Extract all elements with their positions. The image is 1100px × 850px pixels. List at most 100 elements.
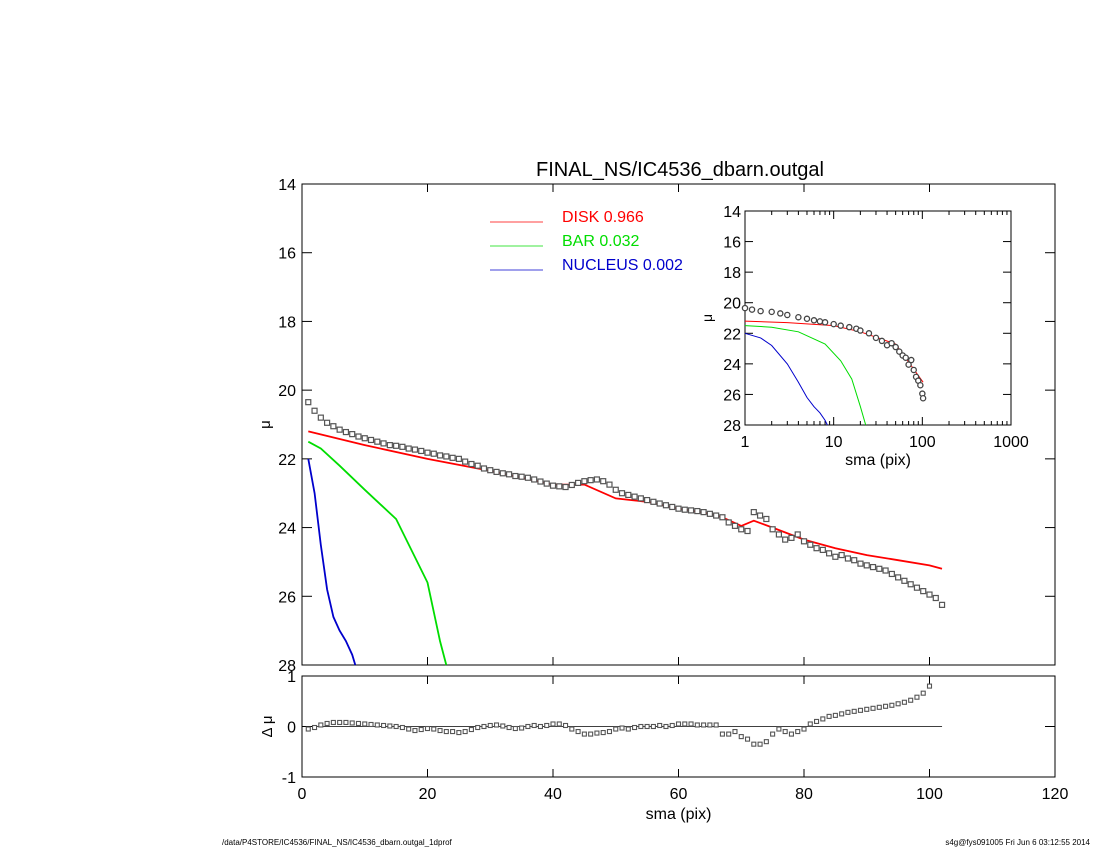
inset-data-point xyxy=(917,382,924,389)
data-point xyxy=(493,468,500,476)
residual-point xyxy=(343,719,349,726)
inset-y-tick-label: 28 xyxy=(723,418,741,435)
x-tick-label: 20 xyxy=(419,786,437,803)
residual-point xyxy=(920,690,926,696)
data-point xyxy=(876,565,883,572)
residual-point xyxy=(387,723,393,729)
residual-point xyxy=(481,723,487,730)
residual-point xyxy=(500,723,506,729)
residual-y-tick-label: 0 xyxy=(287,720,296,737)
inset-y-tick-label: 22 xyxy=(723,326,741,343)
inset-data-point xyxy=(892,343,899,351)
residual-point xyxy=(663,723,669,730)
inset-data-point xyxy=(902,354,909,361)
residual-point xyxy=(406,726,412,732)
legend-label-disk: DISK 0.966 xyxy=(562,209,644,226)
residual-point xyxy=(337,719,343,726)
residual-point xyxy=(368,721,374,728)
inset-plot: 1 10 100 1000 14 16 18 20 22 24 26 28 μ sma (pix) xyxy=(699,204,1029,469)
data-point xyxy=(399,443,406,450)
inset-x-tick-label: 1 xyxy=(741,434,750,451)
data-point xyxy=(581,478,588,485)
residual-y-tick-label: 1 xyxy=(287,669,296,686)
data-point xyxy=(656,500,663,507)
residual-point xyxy=(349,720,355,726)
inset-data-point xyxy=(919,394,927,402)
residual-point xyxy=(625,726,631,732)
data-point xyxy=(625,491,632,499)
inset-y-tick-label: 16 xyxy=(723,235,741,252)
legend-label-bar: BAR 0.032 xyxy=(562,233,639,250)
data-point xyxy=(405,445,412,452)
inset-x-tick-label: 1000 xyxy=(993,434,1029,451)
data-point xyxy=(618,490,626,497)
residual-point xyxy=(468,726,474,733)
residual-point xyxy=(374,722,380,728)
residual-point xyxy=(462,728,468,735)
residual-point xyxy=(544,722,550,729)
inset-data-point xyxy=(905,361,912,368)
main-y-tick-label: 26 xyxy=(278,589,296,606)
data-point xyxy=(537,478,544,485)
main-y-tick-label: 18 xyxy=(278,314,296,331)
residual-point xyxy=(550,721,556,727)
data-point xyxy=(719,514,726,521)
data-point xyxy=(562,483,569,491)
data-point xyxy=(349,431,356,438)
residual-point xyxy=(519,725,525,731)
data-point xyxy=(926,591,933,598)
data-point xyxy=(600,478,607,485)
data-point xyxy=(863,562,870,569)
data-point xyxy=(769,526,776,533)
residual-point xyxy=(851,708,857,714)
residual-point xyxy=(701,722,707,728)
residual-point xyxy=(525,723,531,730)
inset-data-point xyxy=(908,356,915,364)
data-point xyxy=(913,584,921,591)
data-point xyxy=(462,458,469,465)
main-y-tick-label: 16 xyxy=(278,246,296,263)
residual-point xyxy=(562,722,569,729)
data-point xyxy=(455,455,462,462)
residual-point xyxy=(726,731,732,737)
data-point xyxy=(932,594,939,602)
data-point xyxy=(393,442,400,449)
inset-data-point xyxy=(777,310,784,317)
series-line-nucleus xyxy=(307,458,357,666)
residual-point xyxy=(556,721,562,727)
residual-point xyxy=(424,725,431,732)
residual-point xyxy=(675,721,682,727)
data-point xyxy=(744,527,751,535)
data-point xyxy=(418,447,425,455)
data-point xyxy=(518,473,525,480)
residual-point xyxy=(889,702,895,708)
main-y-tick-label: 14 xyxy=(278,177,296,194)
data-point xyxy=(436,452,444,459)
residual-point xyxy=(751,741,757,747)
residual-point xyxy=(537,723,544,730)
data-point xyxy=(901,577,908,584)
residual-point xyxy=(908,697,914,703)
main-y-tick-label: 28 xyxy=(278,658,296,675)
residual-point xyxy=(650,723,656,730)
residual-point xyxy=(776,726,782,732)
data-point xyxy=(775,531,783,538)
inset-y-tick-label: 20 xyxy=(723,296,741,313)
inset-frame xyxy=(744,210,1012,426)
data-point xyxy=(480,465,488,472)
data-point xyxy=(788,534,795,541)
data-point xyxy=(524,474,532,481)
data-point xyxy=(361,435,368,442)
footer-path: /data/P4STORE/IC4536/FINAL_NS/IC4536_dba… xyxy=(222,838,452,847)
inset-x-tick-label: 100 xyxy=(909,434,936,451)
data-point xyxy=(756,512,764,519)
residual-point xyxy=(732,728,738,735)
data-point xyxy=(612,486,619,493)
residual-point xyxy=(857,707,864,713)
inset-data-point xyxy=(816,318,824,325)
data-point xyxy=(851,557,858,564)
data-point xyxy=(807,541,814,548)
residual-point xyxy=(437,727,443,734)
